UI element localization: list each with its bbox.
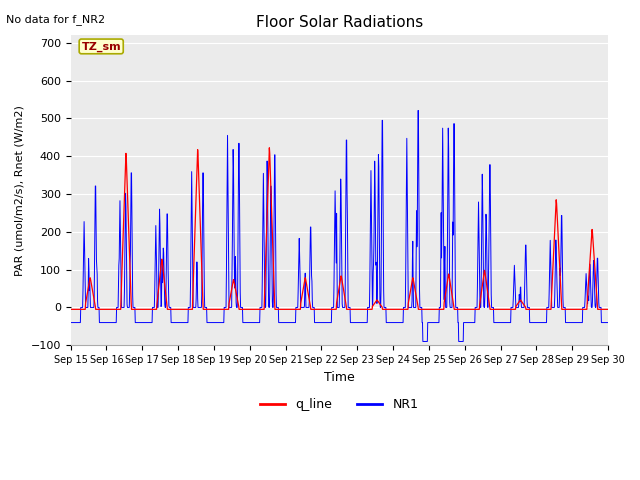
Legend: q_line, NR1: q_line, NR1: [255, 394, 423, 417]
Y-axis label: PAR (umol/m2/s), Rnet (W/m2): PAR (umol/m2/s), Rnet (W/m2): [15, 105, 25, 276]
X-axis label: Time: Time: [324, 371, 355, 384]
Text: No data for f_NR2: No data for f_NR2: [6, 14, 106, 25]
Text: TZ_sm: TZ_sm: [81, 41, 121, 51]
Title: Floor Solar Radiations: Floor Solar Radiations: [256, 15, 423, 30]
